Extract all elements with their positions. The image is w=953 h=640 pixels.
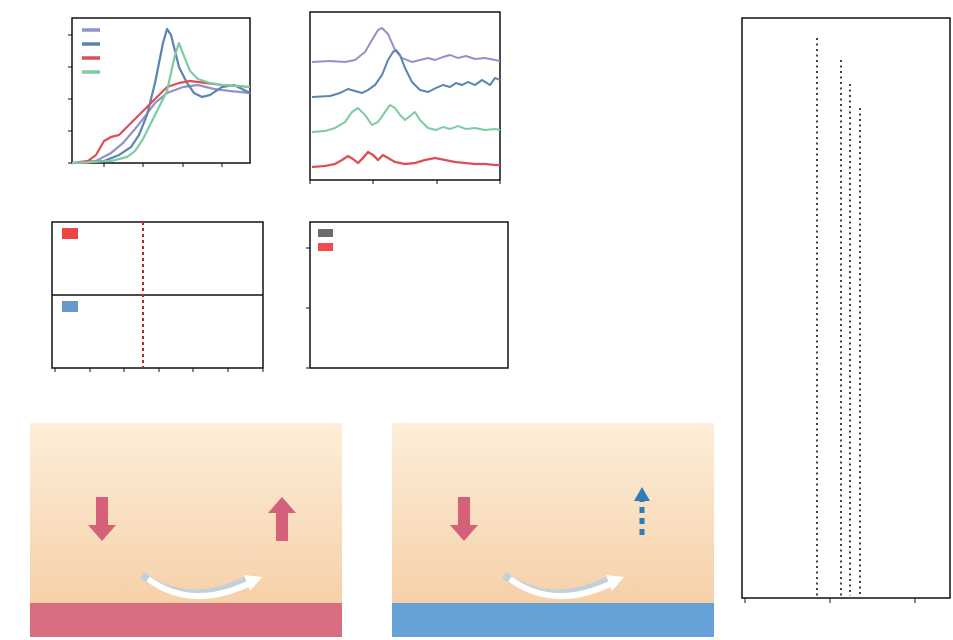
plot-frame [309, 221, 509, 369]
adsorption-arrow [450, 497, 478, 541]
oxidation-swoosh [508, 576, 614, 600]
curve-co2o3 [71, 41, 251, 165]
trace-co-foil [311, 27, 501, 63]
xanes-curves [71, 27, 251, 165]
scheme-background [30, 423, 342, 637]
wt-plot-coo [510, 142, 720, 280]
legend [82, 28, 100, 74]
curve-coo [71, 27, 251, 165]
wt-plot-cocx [510, 282, 720, 420]
oxidation-arrowhead [244, 575, 262, 591]
x-axis-ticks [103, 163, 223, 167]
trace-cocx [311, 150, 500, 169]
panel-e-ftir [741, 17, 951, 603]
catalyst-bar [30, 603, 342, 637]
wt-plot-co-foil [510, 2, 720, 140]
panel-g-single-electron [392, 423, 714, 637]
trace-coo [311, 49, 501, 98]
plot-frame [309, 11, 501, 181]
marked-wavenumber-lines [816, 38, 861, 596]
panel-a-xanes [68, 17, 251, 167]
legend-swatch-single [318, 229, 333, 237]
oxidation-swoosh [146, 576, 252, 600]
y-axis-ticks [68, 34, 72, 164]
adsorption-arrow [88, 497, 116, 541]
panel-f-bars [306, 221, 509, 369]
legend-swatch-cocx [62, 228, 78, 239]
y-axis-ticks [306, 247, 310, 369]
panel-c-wavelet [510, 0, 720, 420]
legend-swatch-co [62, 301, 78, 312]
side-reactions-arrowhead [634, 487, 650, 501]
curve-co-foil [71, 83, 251, 165]
desorption-arrow [268, 497, 296, 541]
legend-swatch-two [318, 243, 333, 251]
x-axis-ticks [744, 598, 916, 603]
curve-cocx [71, 79, 251, 165]
oxidation-arrowhead [606, 575, 624, 591]
panel-b-exafs [309, 11, 501, 184]
panel-g-two-electron [30, 423, 342, 637]
x-axis-ticks [54, 368, 264, 372]
x-axis-ticks [309, 180, 501, 184]
exafs-traces [311, 27, 501, 169]
plot-frame [741, 17, 951, 599]
trace-co2o3 [311, 104, 501, 133]
scheme-background [392, 423, 714, 637]
panel-d-pdos [51, 221, 264, 372]
legend [318, 229, 333, 251]
plot-frame [71, 17, 251, 164]
catalyst-bar [392, 603, 714, 637]
